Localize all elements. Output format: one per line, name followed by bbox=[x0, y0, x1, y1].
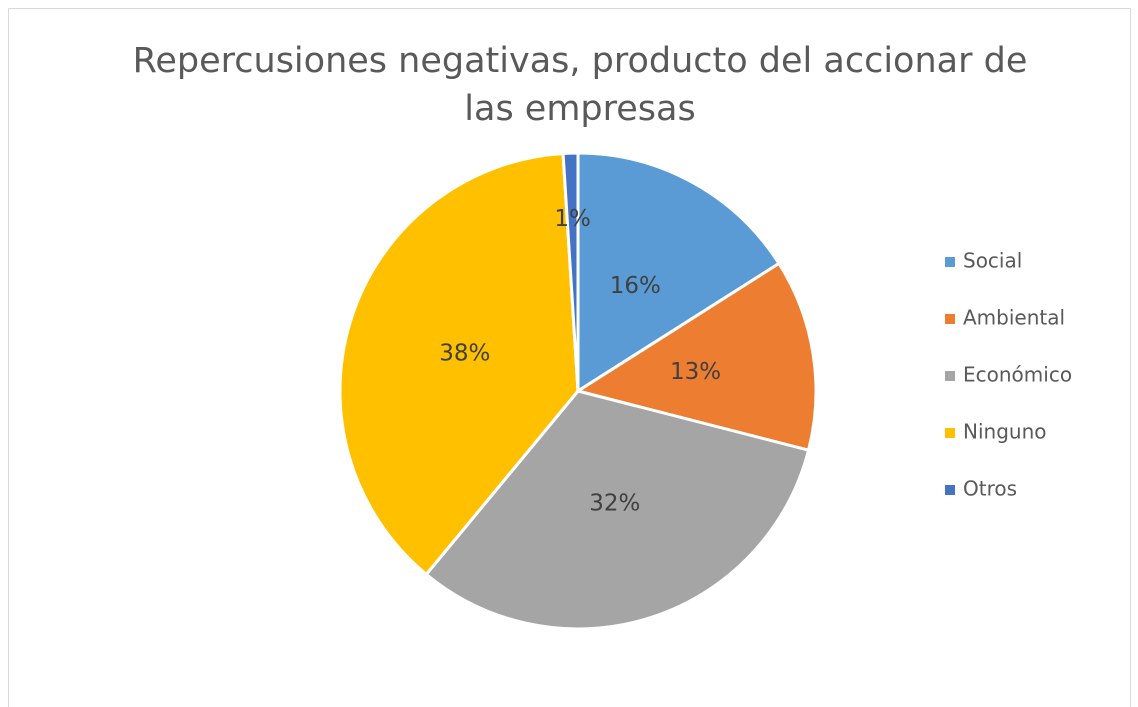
pie-slice bbox=[424, 389, 811, 631]
data-label: 32% bbox=[589, 491, 640, 517]
pie-slice bbox=[576, 151, 782, 394]
legend-swatch bbox=[945, 314, 955, 324]
legend-swatch bbox=[945, 257, 955, 267]
data-label: 1% bbox=[554, 206, 591, 232]
pie-slice bbox=[338, 151, 580, 577]
legend-label: Ambiental bbox=[963, 306, 1065, 330]
pie-slice bbox=[574, 261, 818, 453]
data-label: 13% bbox=[670, 359, 721, 385]
legend-swatch bbox=[945, 371, 955, 381]
legend-label: Otros bbox=[963, 477, 1017, 501]
chart-title: Repercusiones negativas, producto del ac… bbox=[133, 41, 1028, 129]
legend-label: Económico bbox=[963, 363, 1072, 387]
legend-label: Ninguno bbox=[963, 420, 1046, 444]
data-label: 38% bbox=[439, 341, 490, 367]
legend-swatch bbox=[945, 485, 955, 495]
legend-label: Social bbox=[963, 249, 1022, 273]
data-label: 16% bbox=[610, 273, 661, 299]
legend-swatch bbox=[945, 428, 955, 438]
pie-slice bbox=[561, 151, 580, 392]
